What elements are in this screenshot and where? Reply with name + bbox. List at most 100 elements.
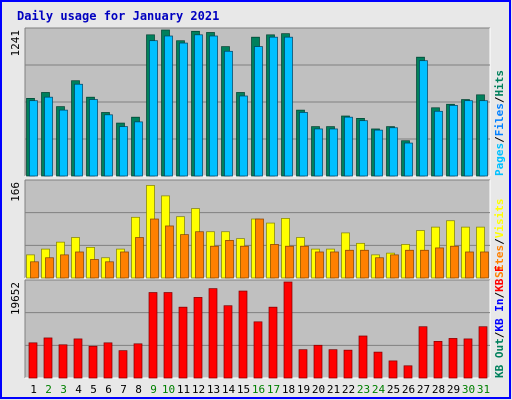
sites-bar — [360, 249, 369, 279]
pages-bar — [299, 112, 308, 177]
sites-bar — [30, 261, 39, 279]
sites-bar — [240, 245, 249, 279]
mid-legend-sites: Sites — [493, 245, 506, 278]
day-label: 10 — [162, 383, 175, 396]
sites-bar — [45, 257, 54, 279]
pages-bar — [119, 126, 128, 177]
sites-bar — [345, 249, 354, 279]
kbytes-bar — [238, 290, 248, 379]
day-label: 3 — [60, 383, 67, 396]
kbytes-bar — [148, 292, 158, 379]
day-label: 29 — [447, 383, 460, 396]
sites-bar — [60, 254, 69, 279]
mid-legend-separator: / — [493, 238, 506, 245]
sites-bar — [450, 245, 459, 279]
day-label: 9 — [150, 383, 157, 396]
kbytes-bar — [433, 341, 443, 379]
visits-sites-panel: 166 Sites/Visits — [9, 179, 506, 279]
sites-bar — [90, 259, 99, 279]
pages-bar — [134, 121, 143, 177]
sites-bar — [330, 251, 339, 279]
pages-bar — [74, 83, 83, 177]
day-label: 21 — [327, 383, 340, 396]
day-label: 1 — [30, 383, 37, 396]
kbytes-bar — [448, 338, 458, 379]
day-label: 25 — [387, 383, 400, 396]
top-legend-pages: Pages — [493, 143, 506, 176]
sites-bar — [285, 245, 294, 279]
sites-bar — [135, 237, 144, 279]
sites-bar — [105, 261, 114, 279]
day-label: 27 — [417, 383, 430, 396]
pages-bar — [419, 60, 428, 177]
kbytes-bar — [163, 292, 173, 379]
pages-bar — [224, 50, 233, 177]
kbytes-bar — [193, 297, 203, 379]
top-ymax-label: 1241 — [9, 30, 22, 57]
day-label: 17 — [267, 383, 280, 396]
sites-bar — [435, 247, 444, 279]
pages-bar — [329, 128, 338, 177]
pages-bar — [44, 96, 53, 177]
day-label: 22 — [342, 383, 355, 396]
sites-bar — [195, 231, 204, 279]
pages-bar — [59, 109, 68, 177]
sites-bar — [255, 218, 264, 279]
bot-legend-kb-f: KB F — [493, 265, 506, 292]
mid-ymax-label: 166 — [9, 182, 22, 202]
bot-legend-kb-out: KB Out — [493, 338, 506, 378]
pages-bar — [404, 142, 413, 177]
kbytes-bar — [178, 306, 188, 379]
pages-bar — [254, 46, 263, 177]
kbytes-bar — [208, 288, 218, 379]
kbytes-bar — [328, 349, 338, 379]
sites-bar — [390, 254, 399, 279]
sites-bar — [300, 245, 309, 279]
kbytes-bar — [28, 342, 38, 379]
kbytes-bar — [88, 345, 98, 379]
mid-legend-visits: Visits — [493, 199, 506, 239]
pages-bar — [314, 128, 323, 177]
kbytes-bar — [403, 365, 413, 379]
pages-bar — [104, 114, 113, 177]
kbytes-bar — [268, 306, 278, 379]
day-label: 5 — [90, 383, 97, 396]
top-legend-separator: / — [493, 96, 506, 103]
sites-bar — [120, 251, 129, 279]
pages-bar — [344, 116, 353, 177]
bot-ymax-label: 19652 — [9, 282, 22, 315]
kbytes-bar — [373, 351, 383, 379]
day-label: 24 — [372, 383, 386, 396]
pages-bar — [449, 105, 458, 177]
day-label: 20 — [312, 383, 325, 396]
day-label: 15 — [237, 383, 250, 396]
day-label: 19 — [297, 383, 310, 396]
top-legend-files: Files — [493, 103, 506, 136]
bot-legend-kb-in: KB In — [493, 299, 506, 332]
bot-legend: KB Out/KB In/KB F — [493, 265, 506, 378]
pages-bar — [149, 40, 158, 177]
sites-bar — [480, 251, 489, 279]
kbytes-bar — [118, 350, 128, 379]
day-label: 13 — [207, 383, 220, 396]
sites-bar — [75, 251, 84, 279]
pages-bar — [239, 95, 248, 177]
sites-bar — [180, 234, 189, 279]
pages-bar — [179, 42, 188, 177]
pages-bar — [374, 129, 383, 177]
sites-bar — [375, 257, 384, 279]
pages-bar — [269, 36, 278, 177]
sites-bar — [270, 244, 279, 279]
day-label: 28 — [432, 383, 445, 396]
top-legend-hits: Hits — [493, 70, 506, 97]
sites-bar — [420, 249, 429, 279]
kbytes-bar — [73, 338, 83, 379]
pages-bar — [284, 36, 293, 177]
sites-bar — [465, 251, 474, 279]
sites-bar — [165, 225, 174, 279]
day-label: 6 — [105, 383, 112, 396]
mid-legend: Sites/Visits — [493, 199, 506, 279]
